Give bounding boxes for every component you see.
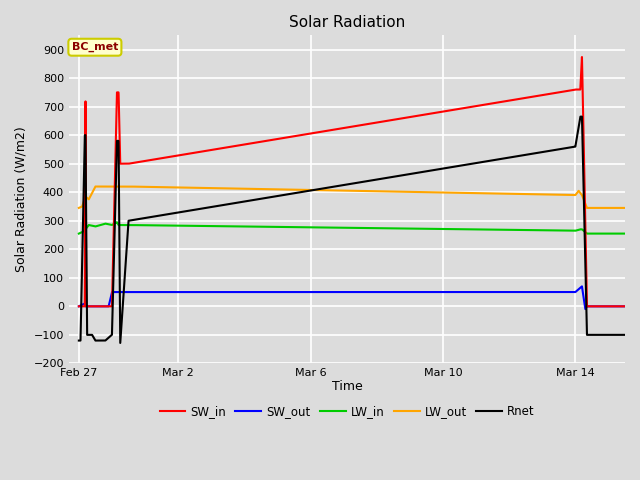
Rnet: [116, 340, 124, 346]
LW_out: [430, 190, 438, 195]
Title: Solar Radiation: Solar Radiation: [289, 15, 405, 30]
SW_in: [621, 303, 629, 309]
SW_in: [578, 54, 586, 60]
SW_out: [621, 303, 629, 309]
LW_out: [174, 185, 182, 191]
Rnet: [284, 192, 291, 197]
LW_in: [75, 231, 83, 237]
LW_out: [621, 205, 629, 211]
Rnet: [174, 210, 182, 216]
SW_in: [430, 110, 438, 116]
SW_out: [582, 306, 589, 312]
Line: LW_in: LW_in: [79, 222, 625, 234]
LW_out: [483, 191, 490, 196]
Y-axis label: Solar Radiation (W/m2): Solar Radiation (W/m2): [15, 127, 28, 272]
LW_in: [621, 231, 629, 237]
LW_in: [284, 224, 291, 230]
LW_out: [524, 192, 532, 197]
LW_in: [483, 227, 490, 232]
SW_in: [75, 303, 83, 309]
SW_out: [284, 289, 291, 295]
LW_in: [403, 226, 410, 231]
SW_in: [174, 153, 182, 158]
Line: SW_in: SW_in: [79, 57, 625, 306]
X-axis label: Time: Time: [332, 380, 362, 393]
LW_in: [430, 226, 438, 232]
Legend: SW_in, SW_out, LW_in, LW_out, Rnet: SW_in, SW_out, LW_in, LW_out, Rnet: [155, 401, 539, 423]
SW_out: [483, 289, 490, 295]
SW_out: [524, 289, 532, 295]
Line: Rnet: Rnet: [79, 117, 625, 343]
Rnet: [430, 167, 438, 173]
SW_out: [174, 289, 182, 295]
Rnet: [621, 332, 629, 338]
LW_out: [284, 187, 291, 192]
Rnet: [524, 152, 532, 157]
LW_out: [403, 189, 410, 195]
SW_in: [284, 134, 291, 140]
SW_out: [75, 303, 83, 309]
SW_in: [403, 115, 410, 120]
LW_out: [92, 184, 99, 190]
LW_out: [75, 205, 83, 211]
LW_in: [113, 219, 121, 225]
SW_out: [430, 289, 438, 295]
Rnet: [577, 114, 584, 120]
SW_out: [578, 284, 586, 289]
Text: BC_met: BC_met: [72, 42, 118, 52]
SW_out: [403, 289, 410, 295]
LW_in: [174, 223, 182, 228]
SW_in: [483, 101, 490, 107]
LW_in: [524, 227, 532, 233]
Rnet: [75, 338, 83, 344]
Line: LW_out: LW_out: [79, 187, 625, 208]
Rnet: [403, 172, 410, 178]
SW_in: [524, 95, 532, 100]
Line: SW_out: SW_out: [79, 287, 625, 309]
Rnet: [483, 158, 490, 164]
